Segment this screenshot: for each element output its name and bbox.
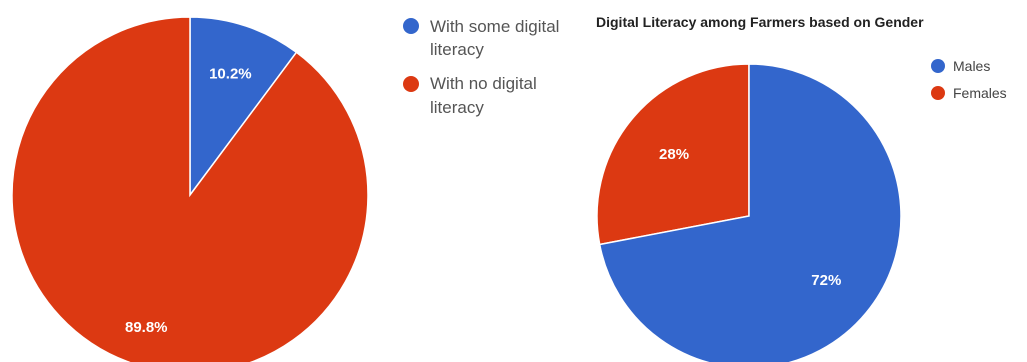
pie1-slice-0[interactable] [189,16,298,198]
chart-2: Digital Literacy among Farmers based on … [596,14,1007,362]
pie-chart-1: 10.2% 89.8% [11,16,369,362]
pie2-slice-label-0: 28% [659,146,689,163]
pie1-slice-label-1: 89.8% [125,319,168,336]
chart-1: 10.2% 89.8% With some digital literacy Wi… [11,16,559,362]
legend-label-males: Males [953,58,990,74]
pie2-slice-1[interactable] [598,63,902,362]
pie-chart-2: 28% 72% [596,63,902,362]
legend-swatch-males [931,59,945,73]
legend-2: Males Females [931,58,1007,101]
legend-swatch-females [931,86,945,100]
legend-label-no-literacy-line2: literacy [430,98,484,117]
legend-1: With some digital literacy With no digit… [403,17,559,117]
pie2-slice-label-1: 72% [811,272,841,289]
legend-label-females: Females [953,85,1007,101]
pie1-slice-label-0: 10.2% [209,65,252,82]
legend-label-no-literacy: With no digital [430,74,537,93]
pie2-slice-0[interactable] [596,63,750,246]
legend-swatch-no-literacy [403,76,419,92]
legend-item-some-literacy[interactable]: With some digital literacy [403,17,559,59]
legend-item-no-literacy[interactable]: With no digital literacy [403,74,537,117]
legend-item-males[interactable]: Males [931,58,990,74]
legend-label-some-literacy-line2: literacy [430,40,484,59]
chart-2-title: Digital Literacy among Farmers based on … [596,14,924,30]
pie1-slice-1[interactable] [11,16,369,362]
legend-label-some-literacy: With some digital [430,17,559,36]
legend-item-females[interactable]: Females [931,85,1007,101]
legend-swatch-some-literacy [403,18,419,34]
